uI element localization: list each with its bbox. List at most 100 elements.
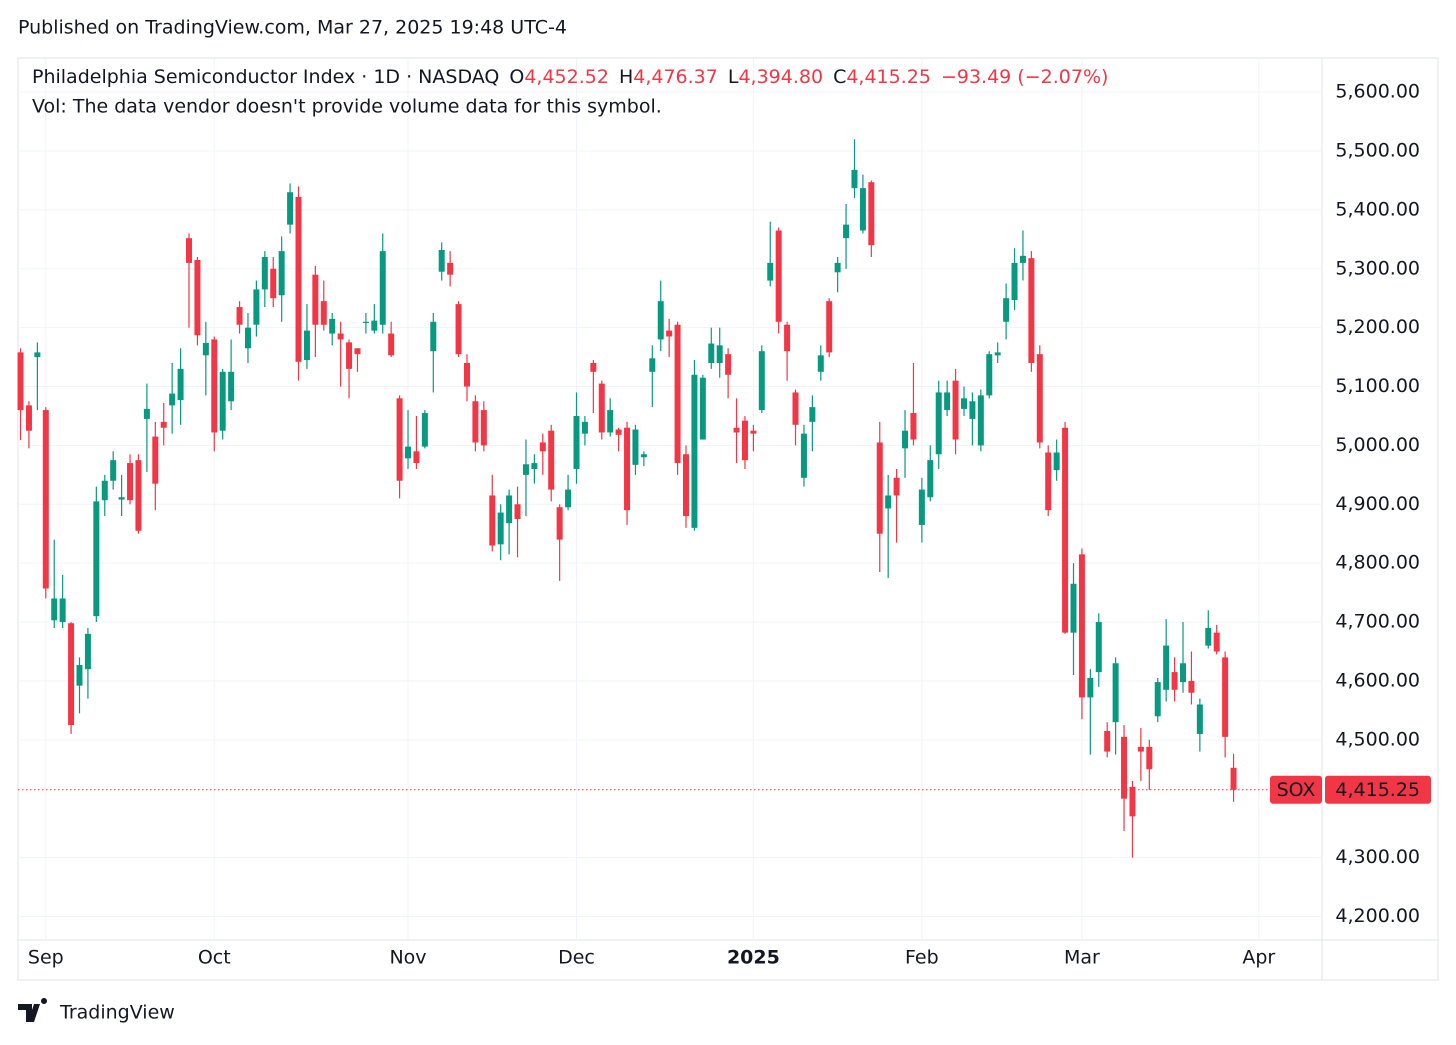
candle-body bbox=[910, 413, 917, 440]
y-tick-label: 5,600.00 bbox=[1335, 81, 1420, 103]
candle-body bbox=[792, 392, 799, 425]
candle-body bbox=[25, 405, 32, 431]
y-tick-label: 5,300.00 bbox=[1335, 257, 1420, 279]
candle-body bbox=[219, 371, 226, 431]
candle-body bbox=[809, 407, 816, 422]
candle-body bbox=[101, 480, 108, 501]
candle-body bbox=[1230, 767, 1237, 790]
legend-l: 4,394.80 bbox=[738, 66, 823, 88]
candle-body bbox=[76, 665, 83, 686]
candle-body bbox=[624, 427, 631, 511]
candle-body bbox=[1003, 298, 1010, 322]
candle-body bbox=[1019, 255, 1026, 263]
candle-body bbox=[1137, 746, 1144, 752]
candle-body bbox=[859, 188, 866, 231]
candle-body bbox=[34, 352, 41, 358]
candle-body bbox=[1129, 786, 1136, 817]
candle-body bbox=[1070, 583, 1077, 633]
candle-body bbox=[228, 371, 235, 402]
y-tick-label: 5,400.00 bbox=[1335, 198, 1420, 220]
candle-body bbox=[127, 463, 134, 501]
candle-body bbox=[329, 318, 336, 334]
candle-body bbox=[186, 238, 193, 263]
grid bbox=[18, 58, 1322, 940]
candle-body bbox=[405, 446, 412, 459]
x-tick-label: Oct bbox=[198, 947, 231, 969]
legend-o: 4,452.52 bbox=[524, 66, 609, 88]
candle-body bbox=[817, 355, 824, 372]
candle-body bbox=[1213, 632, 1220, 652]
legend-h: 4,476.37 bbox=[633, 66, 718, 88]
y-tick-label: 4,600.00 bbox=[1335, 669, 1420, 691]
candle-body bbox=[893, 477, 900, 496]
candle-body bbox=[1087, 677, 1094, 698]
candle-body bbox=[194, 259, 201, 336]
candle-body bbox=[784, 324, 791, 352]
symbol-badge bbox=[1270, 775, 1322, 804]
candle-body bbox=[1028, 258, 1035, 363]
candle-body bbox=[337, 333, 344, 340]
candle-body bbox=[741, 420, 748, 461]
candle-body bbox=[438, 249, 445, 272]
x-tick-label: Dec bbox=[558, 947, 595, 969]
legend-c-label: C bbox=[833, 66, 846, 88]
candle-body bbox=[160, 421, 167, 428]
candle-body bbox=[354, 348, 361, 355]
candle-body bbox=[750, 430, 757, 434]
candle-body bbox=[851, 169, 858, 189]
y-tick-label: 4,300.00 bbox=[1335, 846, 1420, 868]
candle-body bbox=[683, 454, 690, 517]
candle-body bbox=[918, 489, 925, 525]
candle-body bbox=[960, 398, 967, 409]
candle-body bbox=[977, 395, 984, 446]
candle-body bbox=[716, 345, 723, 363]
y-tick-label: 4,200.00 bbox=[1335, 905, 1420, 927]
candle-body bbox=[531, 463, 538, 469]
candle-body bbox=[447, 262, 454, 275]
candle-body bbox=[244, 327, 251, 349]
candle-body bbox=[1180, 663, 1187, 683]
candle-body bbox=[68, 623, 75, 726]
candle-body bbox=[17, 352, 24, 411]
candle-body bbox=[396, 398, 403, 481]
candle-body bbox=[1036, 354, 1043, 443]
candle-body bbox=[758, 351, 765, 411]
candle-body bbox=[725, 354, 732, 375]
x-tick-label: Sep bbox=[28, 947, 64, 969]
symbol-label: SOX bbox=[1277, 779, 1316, 801]
candle-body bbox=[143, 408, 150, 419]
y-tick-label: 5,100.00 bbox=[1335, 375, 1420, 397]
candle-body bbox=[253, 289, 260, 325]
candle-body bbox=[312, 274, 319, 325]
legend: Philadelphia Semiconductor Index · 1D · … bbox=[32, 66, 1108, 88]
candle-body bbox=[388, 333, 395, 356]
candle-body bbox=[935, 392, 942, 455]
candle-body bbox=[800, 433, 807, 478]
candle-body bbox=[927, 460, 934, 498]
candle-body bbox=[969, 401, 976, 419]
candle-body bbox=[1196, 704, 1203, 734]
candle-body bbox=[649, 358, 656, 372]
candle-body bbox=[885, 495, 892, 509]
legend-change: −93.49 (−2.07%) bbox=[941, 66, 1108, 88]
candles bbox=[17, 139, 1237, 858]
x-tick-label: Feb bbox=[905, 947, 939, 969]
candle-body bbox=[1154, 682, 1161, 717]
candle-body bbox=[110, 460, 117, 481]
candle-body bbox=[548, 430, 555, 490]
candle-body bbox=[42, 410, 49, 589]
candle-body bbox=[1163, 645, 1170, 690]
candle-body bbox=[320, 301, 327, 325]
legend-o-label: O bbox=[509, 66, 524, 88]
candle-body bbox=[902, 430, 909, 449]
candle-body bbox=[1188, 680, 1195, 693]
candle-body bbox=[876, 442, 883, 534]
candle-body bbox=[346, 342, 353, 369]
candle-body bbox=[421, 413, 428, 447]
candle-body bbox=[539, 442, 546, 452]
candle-body bbox=[261, 257, 268, 290]
brand-name: TradingView bbox=[59, 1002, 175, 1024]
candle-body bbox=[480, 410, 487, 446]
published-note: Published on TradingView.com, Mar 27, 20… bbox=[18, 17, 567, 39]
x-tick-label: Mar bbox=[1064, 947, 1100, 969]
